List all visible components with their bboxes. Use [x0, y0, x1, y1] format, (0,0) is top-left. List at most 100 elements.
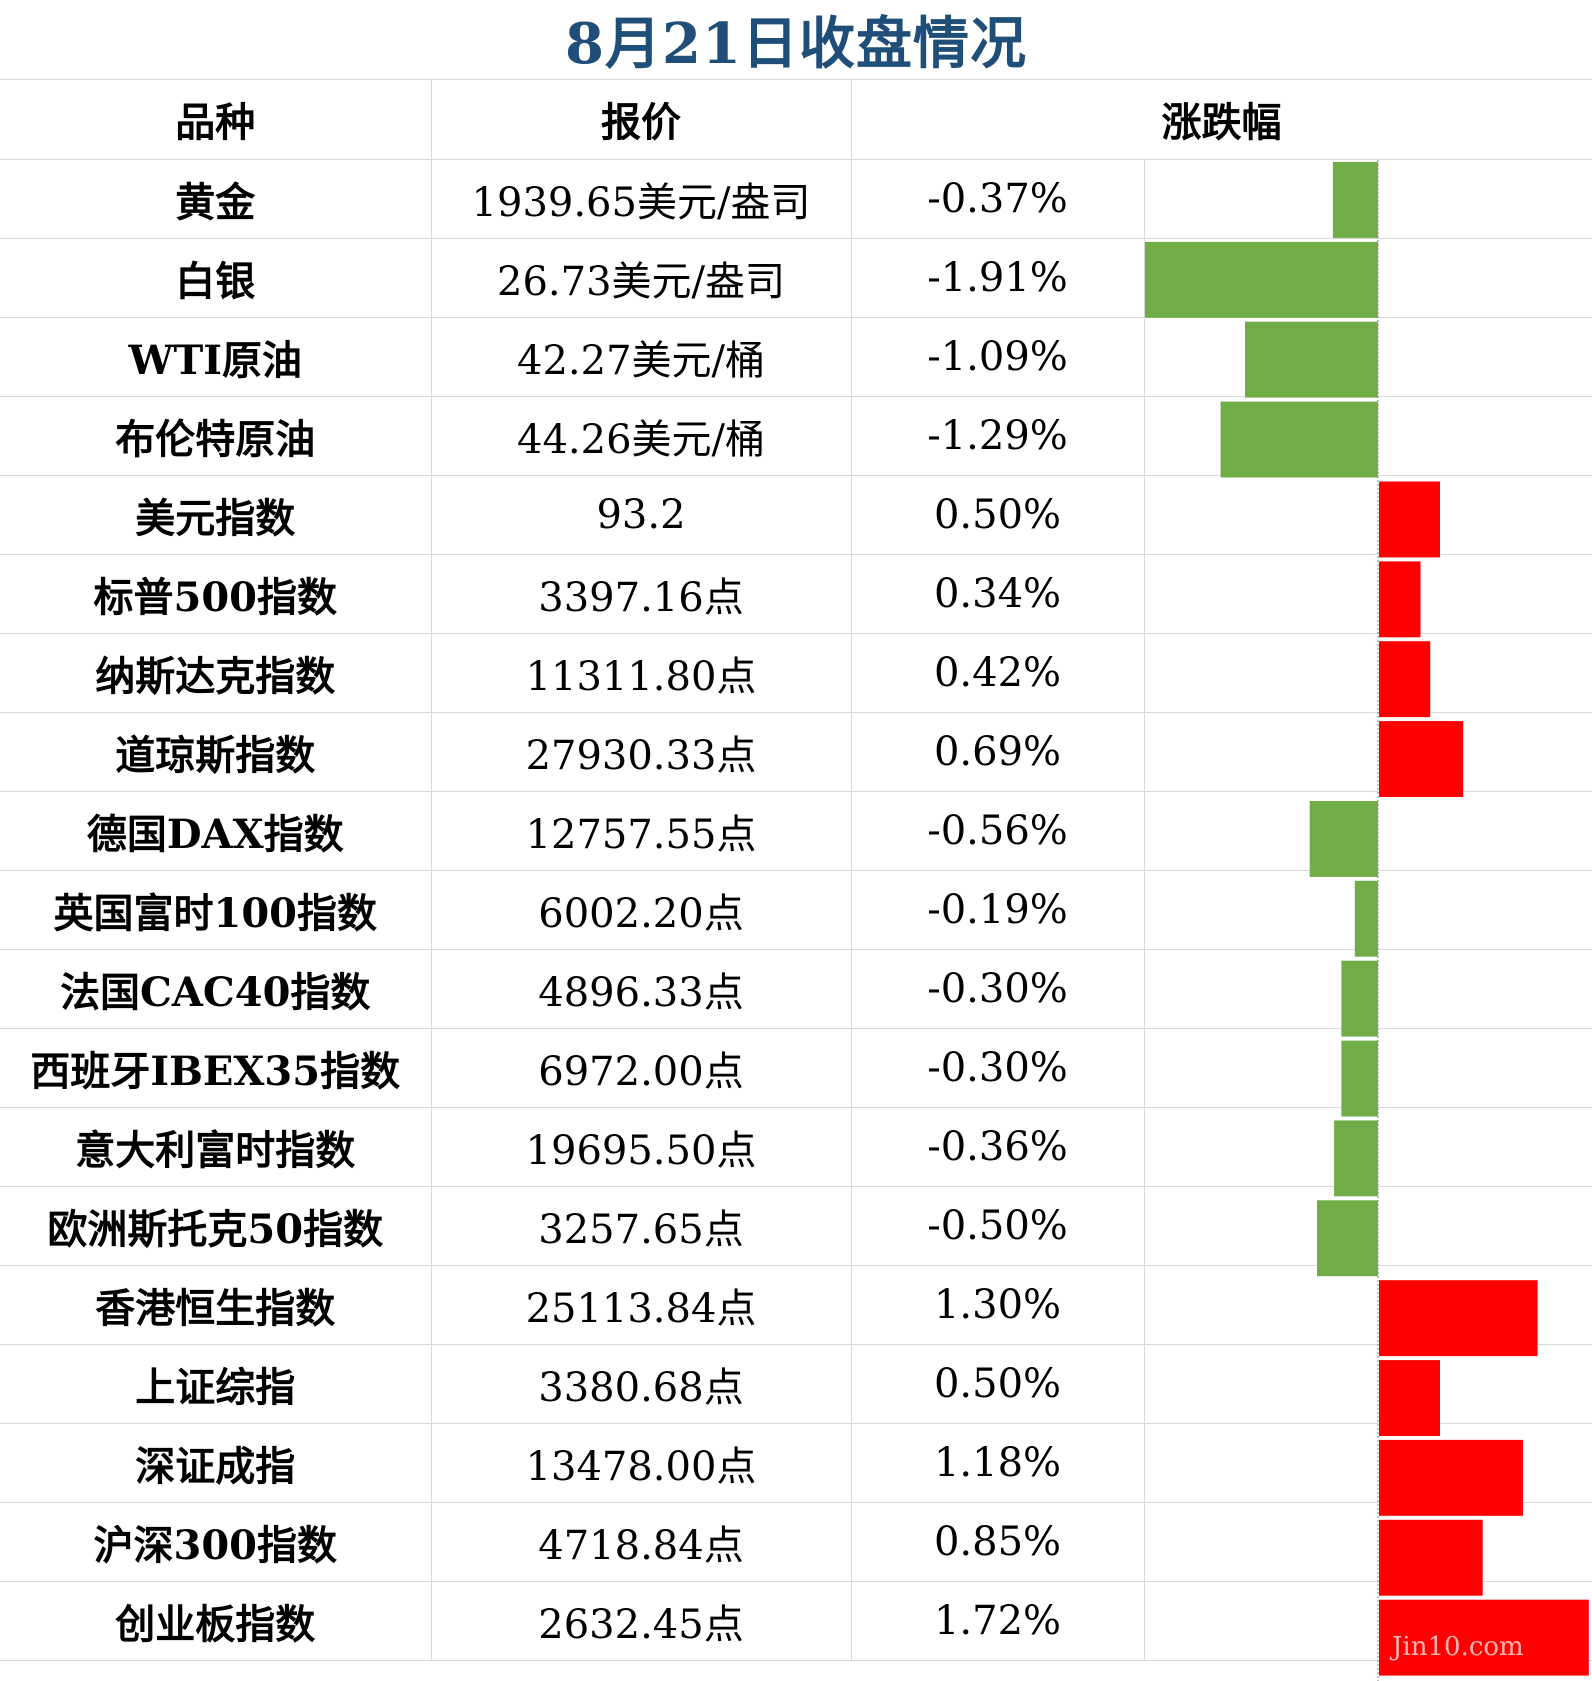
row-change: 0.85% — [851, 1502, 1145, 1582]
watermark: Jin10.com — [1392, 1632, 1524, 1662]
header-price: 报价 — [431, 80, 852, 160]
row-bar-cell — [1144, 238, 1592, 318]
row-change: -1.91% — [851, 238, 1145, 318]
row-bar-cell — [1144, 633, 1592, 713]
table-row: 黄金 1939.65美元/盎司 -0.37% — [0, 159, 1592, 239]
row-name: 美元指数 — [0, 475, 432, 555]
row-name: 纳斯达克指数 — [0, 633, 432, 713]
row-bar-cell — [1144, 1107, 1592, 1187]
row-change: 1.72% — [851, 1581, 1145, 1661]
row-bar-cell — [1144, 159, 1592, 239]
row-bar-cell — [1144, 791, 1592, 871]
row-change: 1.18% — [851, 1423, 1145, 1503]
row-bar-cell — [1144, 870, 1592, 950]
table-row: 意大利富时指数 19695.50点 -0.36% — [0, 1107, 1592, 1187]
row-price: 6972.00点 — [431, 1028, 852, 1108]
page-title: 8月21日收盘情况 — [565, 11, 1027, 77]
table-row: 欧洲斯托克50指数 3257.65点 -0.50% — [0, 1186, 1592, 1266]
row-change: -0.30% — [851, 949, 1145, 1029]
row-bar-cell — [1144, 712, 1592, 792]
row-bar-cell — [1144, 1502, 1592, 1582]
row-price: 11311.80点 — [431, 633, 852, 713]
table-row: 德国DAX指数 12757.55点 -0.56% — [0, 791, 1592, 871]
row-name: 沪深300指数 — [0, 1502, 432, 1582]
table-row: 深证成指 13478.00点 1.18% — [0, 1423, 1592, 1503]
row-price: 12757.55点 — [431, 791, 852, 871]
row-change: -1.29% — [851, 396, 1145, 476]
row-name: 香港恒生指数 — [0, 1265, 432, 1345]
row-name: 欧洲斯托克50指数 — [0, 1186, 432, 1266]
row-bar-cell — [1144, 1581, 1592, 1661]
header-change: 涨跌幅 — [851, 80, 1592, 160]
row-change: -0.56% — [851, 791, 1145, 871]
row-price: 3397.16点 — [431, 554, 852, 634]
row-name: 黄金 — [0, 159, 432, 239]
row-change: 1.30% — [851, 1265, 1145, 1345]
header-name: 品种 — [0, 80, 432, 160]
row-change: -0.19% — [851, 870, 1145, 950]
row-price: 6002.20点 — [431, 870, 852, 950]
row-price: 26.73美元/盎司 — [431, 238, 852, 318]
row-bar-cell — [1144, 1028, 1592, 1108]
row-bar-cell — [1144, 554, 1592, 634]
row-bar-cell — [1144, 1265, 1592, 1345]
row-change: 0.69% — [851, 712, 1145, 792]
market-table: 品种 报价 涨跌幅 黄金 1939.65美元/盎司 -0.37% 白银 26.73美元/… — [0, 80, 1592, 1661]
row-name: 德国DAX指数 — [0, 791, 432, 871]
table-row: 英国富时100指数 6002.20点 -0.19% — [0, 870, 1592, 950]
table-row: 标普500指数 3397.16点 0.34% — [0, 554, 1592, 634]
table-row: 法国CAC40指数 4896.33点 -0.30% — [0, 949, 1592, 1029]
row-name: 英国富时100指数 — [0, 870, 432, 950]
row-price: 42.27美元/桶 — [431, 317, 852, 397]
table-row: 香港恒生指数 25113.84点 1.30% — [0, 1265, 1592, 1345]
row-change: 0.34% — [851, 554, 1145, 634]
title-bar: 8月21日收盘情况 — [0, 0, 1592, 80]
row-change: 0.50% — [851, 1344, 1145, 1424]
header-row: 品种 报价 涨跌幅 — [0, 80, 1592, 160]
row-change: -0.36% — [851, 1107, 1145, 1187]
row-change: -1.09% — [851, 317, 1145, 397]
table-row: WTI原油 42.27美元/桶 -1.09% — [0, 317, 1592, 397]
row-change: -0.50% — [851, 1186, 1145, 1266]
row-price: 2632.45点 — [431, 1581, 852, 1661]
row-name: 法国CAC40指数 — [0, 949, 432, 1029]
row-price: 3257.65点 — [431, 1186, 852, 1266]
row-name: 布伦特原油 — [0, 396, 432, 476]
row-name: 道琼斯指数 — [0, 712, 432, 792]
table-row: 沪深300指数 4718.84点 0.85% — [0, 1502, 1592, 1582]
row-bar-cell — [1144, 317, 1592, 397]
row-price: 25113.84点 — [431, 1265, 852, 1345]
row-bar-cell — [1144, 396, 1592, 476]
row-price: 44.26美元/桶 — [431, 396, 852, 476]
row-name: 标普500指数 — [0, 554, 432, 634]
row-change: 0.42% — [851, 633, 1145, 713]
row-price: 4896.33点 — [431, 949, 852, 1029]
row-bar-cell — [1144, 1344, 1592, 1424]
row-name: 上证综指 — [0, 1344, 432, 1424]
row-price: 27930.33点 — [431, 712, 852, 792]
table-row: 布伦特原油 44.26美元/桶 -1.29% — [0, 396, 1592, 476]
row-price: 19695.50点 — [431, 1107, 852, 1187]
row-name: 西班牙IBEX35指数 — [0, 1028, 432, 1108]
row-price: 3380.68点 — [431, 1344, 852, 1424]
row-price: 13478.00点 — [431, 1423, 852, 1503]
table-row: 纳斯达克指数 11311.80点 0.42% — [0, 633, 1592, 713]
row-change: -0.37% — [851, 159, 1145, 239]
row-name: 意大利富时指数 — [0, 1107, 432, 1187]
table-row: 白银 26.73美元/盎司 -1.91% — [0, 238, 1592, 318]
row-name: 白银 — [0, 238, 432, 318]
row-name: 创业板指数 — [0, 1581, 432, 1661]
row-change: -0.30% — [851, 1028, 1145, 1108]
row-change: 0.50% — [851, 475, 1145, 555]
row-name: 深证成指 — [0, 1423, 432, 1503]
row-price: 4718.84点 — [431, 1502, 852, 1582]
row-bar-cell — [1144, 1423, 1592, 1503]
row-price: 93.2 — [431, 475, 852, 555]
table-row: 道琼斯指数 27930.33点 0.69% — [0, 712, 1592, 792]
row-name: WTI原油 — [0, 317, 432, 397]
row-bar-cell — [1144, 1186, 1592, 1266]
table-row: 美元指数 93.2 0.50% — [0, 475, 1592, 555]
row-bar-cell — [1144, 475, 1592, 555]
table-row: 上证综指 3380.68点 0.50% — [0, 1344, 1592, 1424]
table-row: 西班牙IBEX35指数 6972.00点 -0.30% — [0, 1028, 1592, 1108]
